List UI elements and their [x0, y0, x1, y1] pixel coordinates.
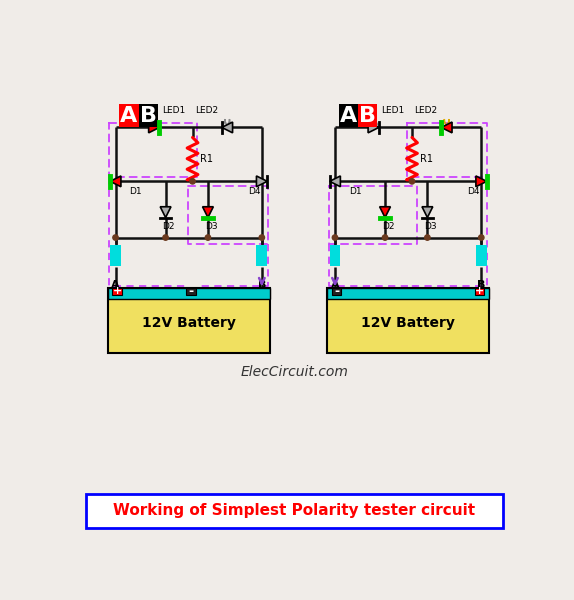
Text: B: B: [477, 280, 486, 290]
Bar: [113, 287, 122, 295]
Bar: [257, 245, 267, 266]
Polygon shape: [422, 207, 433, 218]
Bar: [108, 287, 270, 299]
Bar: [327, 287, 489, 353]
Bar: [327, 287, 489, 299]
Text: R1: R1: [200, 154, 213, 164]
Circle shape: [479, 235, 484, 240]
Circle shape: [163, 235, 168, 240]
Text: D4: D4: [248, 187, 261, 196]
Text: D2: D2: [162, 222, 175, 231]
Circle shape: [190, 179, 195, 184]
Polygon shape: [257, 176, 267, 187]
Text: B: B: [359, 106, 376, 126]
Bar: [108, 287, 270, 353]
Bar: [110, 245, 121, 266]
Text: 12V Battery: 12V Battery: [142, 316, 235, 331]
Text: ElecCircuit.com: ElecCircuit.com: [241, 365, 348, 379]
Circle shape: [205, 235, 211, 240]
FancyBboxPatch shape: [86, 494, 503, 528]
Text: A: A: [111, 280, 120, 290]
Text: D4: D4: [467, 187, 480, 196]
Polygon shape: [203, 207, 214, 218]
Text: B: B: [139, 106, 157, 126]
Polygon shape: [441, 122, 452, 133]
Circle shape: [409, 179, 414, 184]
Circle shape: [425, 235, 430, 240]
Text: D3: D3: [205, 222, 218, 231]
Polygon shape: [476, 176, 487, 187]
Text: +: +: [113, 286, 122, 296]
Text: D1: D1: [349, 187, 362, 196]
Circle shape: [259, 235, 265, 240]
Text: A: A: [331, 280, 339, 290]
Text: LED2: LED2: [414, 106, 437, 115]
Text: Working of Simplest Polarity tester circuit: Working of Simplest Polarity tester circ…: [113, 503, 475, 518]
Text: D2: D2: [382, 222, 394, 231]
Circle shape: [382, 235, 387, 240]
Bar: [329, 245, 340, 266]
Text: A: A: [121, 106, 138, 126]
Text: B: B: [258, 280, 266, 290]
Text: D3: D3: [424, 222, 437, 231]
Bar: [119, 104, 139, 127]
Text: LED2: LED2: [195, 106, 218, 115]
Bar: [475, 287, 484, 295]
Bar: [476, 245, 487, 266]
Text: R1: R1: [420, 154, 433, 164]
Bar: [187, 287, 196, 295]
Text: LED1: LED1: [381, 106, 405, 115]
Text: +: +: [475, 286, 484, 296]
Polygon shape: [379, 207, 390, 218]
Bar: [139, 104, 158, 127]
Bar: [358, 104, 377, 127]
Polygon shape: [222, 122, 232, 133]
Text: D1: D1: [129, 187, 142, 196]
Polygon shape: [329, 176, 340, 187]
Circle shape: [332, 235, 338, 240]
Text: LED1: LED1: [162, 106, 185, 115]
Text: 12V Battery: 12V Battery: [361, 316, 455, 331]
Text: A: A: [340, 106, 357, 126]
Polygon shape: [110, 176, 121, 187]
Circle shape: [113, 235, 118, 240]
Text: -: -: [334, 285, 339, 298]
Polygon shape: [160, 207, 171, 218]
Polygon shape: [368, 122, 379, 133]
Bar: [332, 287, 341, 295]
Text: -: -: [188, 285, 193, 298]
Bar: [339, 104, 358, 127]
Polygon shape: [149, 122, 160, 133]
